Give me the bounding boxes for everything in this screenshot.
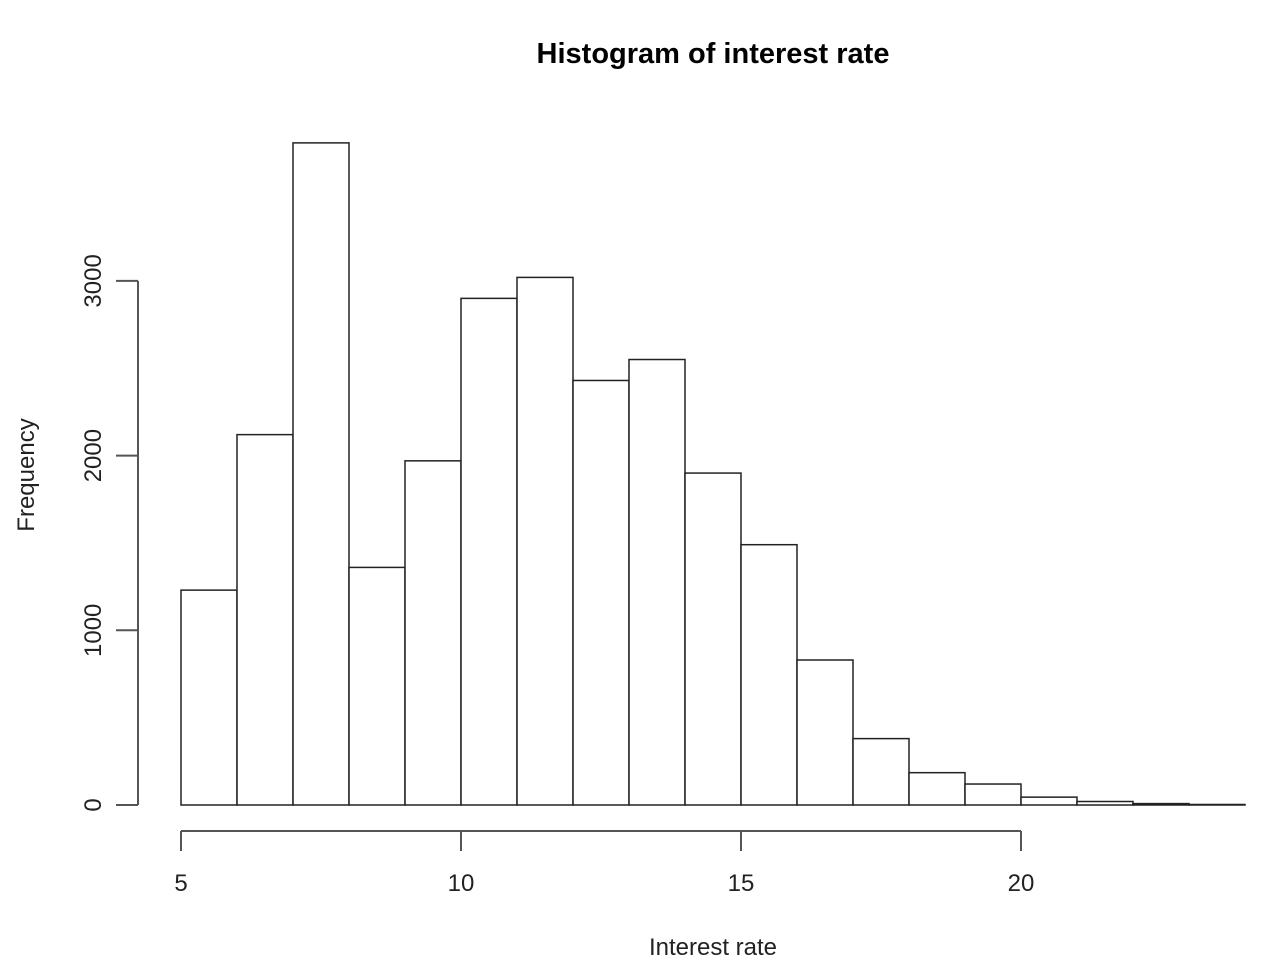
histogram-bar — [1188, 803, 1246, 806]
histogram-bar — [1132, 802, 1190, 806]
y-tick-label: 3000 — [80, 254, 107, 307]
histogram-bar — [796, 659, 854, 806]
x-axis-label: Interest rate — [649, 934, 777, 961]
y-tick-label: 1000 — [80, 604, 107, 657]
histogram-bar — [180, 589, 238, 806]
histogram-bar — [236, 433, 294, 806]
chart-title: Histogram of interest rate — [537, 38, 890, 70]
histogram-bar — [292, 142, 350, 806]
y-ticks-group: 0 1000 2000 3000 — [80, 254, 138, 812]
histogram-bar — [516, 276, 574, 806]
histogram-bar — [852, 737, 910, 806]
x-ticks-group: 5 10 15 20 — [174, 831, 1034, 897]
histogram-bar — [1020, 796, 1078, 806]
histogram-bar — [740, 543, 798, 806]
histogram-bar — [460, 297, 518, 806]
histogram-bar — [628, 358, 686, 806]
histogram-bar — [964, 783, 1022, 806]
x-tick-label: 10 — [448, 870, 475, 897]
histogram-bar — [1076, 800, 1134, 806]
x-tick-label: 20 — [1008, 870, 1035, 897]
histogram-bar — [684, 472, 742, 806]
histogram-bar — [404, 460, 462, 806]
x-tick-label: 15 — [728, 870, 755, 897]
bars-group — [180, 142, 1246, 806]
histogram-bar — [572, 379, 630, 806]
y-tick-label: 2000 — [80, 429, 107, 482]
x-tick-label: 5 — [174, 870, 187, 897]
y-axis-label: Frequency — [13, 418, 40, 531]
y-tick-label: 0 — [80, 798, 107, 811]
histogram-bar — [908, 771, 966, 806]
histogram-bar — [348, 566, 406, 806]
